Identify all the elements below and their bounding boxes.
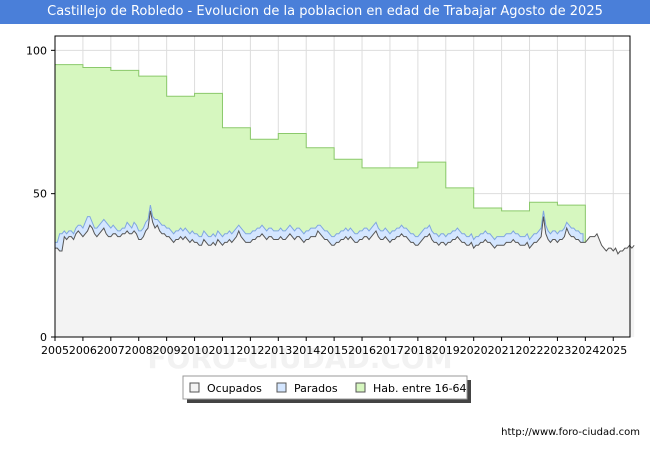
x-tick-label: 2010	[181, 344, 209, 357]
x-tick-label: 2006	[69, 344, 97, 357]
y-tick-label: 0	[40, 331, 47, 344]
x-tick-label: 2012	[236, 344, 264, 357]
x-tick-label: 2024	[571, 344, 599, 357]
x-tick-label: 2005	[41, 344, 69, 357]
source-url[interactable]: http://www.foro-ciudad.com	[501, 427, 640, 438]
x-tick-label: 2009	[153, 344, 181, 357]
x-tick-label: 2022	[516, 344, 544, 357]
x-tick-label: 2023	[543, 344, 571, 357]
x-tick-label: 2014	[292, 344, 320, 357]
x-tick-label: 2008	[125, 344, 153, 357]
watermark-text: FORO-CIUDAD.COM	[147, 342, 452, 375]
x-tick-label: 2020	[460, 344, 488, 357]
x-tick-label: 2015	[320, 344, 348, 357]
legend-swatch	[276, 382, 287, 393]
x-tick-label: 2016	[348, 344, 376, 357]
legend-box	[182, 375, 468, 400]
x-tick-label: 2018	[404, 344, 432, 357]
legend-label: Parados	[294, 382, 338, 395]
series-ocupados-line	[55, 210, 635, 255]
legend-label: Hab. entre 16-64	[373, 382, 467, 395]
legend-swatch	[355, 382, 366, 393]
x-tick-label: 2019	[432, 344, 460, 357]
legend-swatch	[189, 382, 200, 393]
watermark: FORO-CIUDAD.COM	[147, 342, 452, 375]
chart-title: Castillejo de Robledo - Evolucion de la …	[0, 0, 650, 24]
legend-label: Ocupados	[207, 382, 262, 395]
plot-frame	[54, 35, 631, 338]
x-tick-label: 2017	[376, 344, 404, 357]
y-tick-label: 100	[26, 44, 47, 57]
x-tick-label: 2011	[208, 344, 236, 357]
x-tick-label: 2025	[599, 344, 627, 357]
x-tick-label: 2013	[264, 344, 292, 357]
y-tick-label: 50	[33, 188, 47, 201]
x-tick-label: 2021	[488, 344, 516, 357]
x-tick-label: 2007	[97, 344, 125, 357]
